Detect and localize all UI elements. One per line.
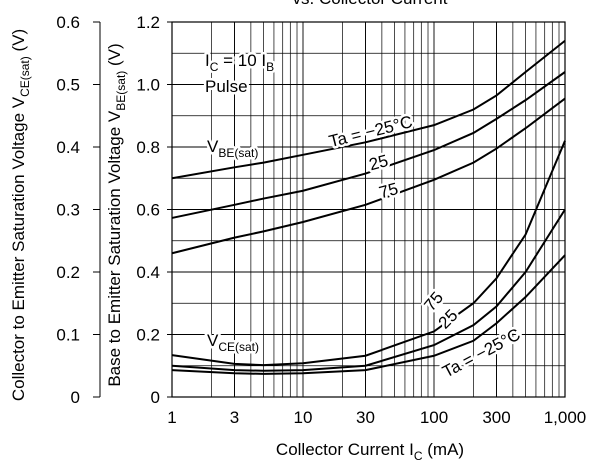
y2-tick-label: 0.4 <box>136 263 160 282</box>
y2-tick-label: 1.0 <box>136 76 160 95</box>
y-tick-label: 0.4 <box>56 138 80 157</box>
y2-tick-label: 0.2 <box>136 326 160 345</box>
annotation-part: V <box>207 137 219 156</box>
y-axis-label-part: CE(sat) <box>18 56 32 97</box>
annotation-part: CE(sat) <box>218 340 259 354</box>
annotation-part: V <box>207 331 219 350</box>
y2-axis-label-part: Base to Emitter Saturation Voltage V <box>105 110 124 387</box>
x-tick-label: 100 <box>420 408 448 427</box>
x-tick-label: 30 <box>356 408 375 427</box>
curve-label: Ta = −25°C <box>327 112 414 151</box>
curve <box>171 140 566 367</box>
curve <box>171 208 566 372</box>
y-tick-label: 0.3 <box>56 201 80 220</box>
y-tick-label: 0.5 <box>56 76 80 95</box>
x-tick-label: 1 <box>167 408 176 427</box>
annotation: VCE(sat) <box>207 331 259 354</box>
x-tick-label: 300 <box>482 408 510 427</box>
curve <box>171 39 566 180</box>
curve <box>171 254 566 375</box>
y2-tick-label: 1.2 <box>136 13 160 32</box>
x-axis-label: Collector Current IC (mA) <box>276 440 464 463</box>
x-tick-label: 1,000 <box>544 408 587 427</box>
y2-axis-label: Base to Emitter Saturation Voltage VBE(s… <box>105 43 128 386</box>
curve-label: Ta = −25°C <box>439 325 523 382</box>
x-axis-label-part: (mA) <box>423 440 465 459</box>
y2-tick-label: 0.6 <box>136 201 160 220</box>
x-tick-label: 3 <box>230 408 239 427</box>
y-tick-label: 0.6 <box>56 13 80 32</box>
curve-label: 25 <box>367 151 390 174</box>
annotation: IC = 10 IB <box>205 51 274 74</box>
annotation-part: C <box>210 60 219 74</box>
y-tick-label: 0 <box>71 388 80 407</box>
y2-tick-label: 0 <box>151 388 160 407</box>
x-axis-label-part: Collector Current I <box>276 440 414 459</box>
annotation-part: BE(sat) <box>218 146 258 160</box>
annotation: VBE(sat) <box>207 137 258 160</box>
annotation-part: Pulse <box>205 77 248 96</box>
y2-axis-label-part: (V) <box>105 43 124 70</box>
y2-axis-label-part: BE(sat) <box>114 71 128 111</box>
curve <box>171 71 566 219</box>
x-tick-label: 10 <box>294 408 313 427</box>
curve-label: 75 <box>377 179 400 202</box>
x-axis-label-part: C <box>414 449 423 463</box>
y-axis-label-part: Collector to Emitter Saturation Voltage … <box>9 96 28 401</box>
annotation-part: I <box>205 51 210 70</box>
annotation-part: B <box>266 60 274 74</box>
y-tick-label: 0.1 <box>56 326 80 345</box>
chart-title: vs. Collector Current <box>293 0 448 8</box>
y-tick-label: 0.2 <box>56 263 80 282</box>
curve <box>171 97 566 255</box>
y2-tick-label: 0.8 <box>136 138 160 157</box>
annotation-part: = 10 I <box>218 51 266 70</box>
annotation: Pulse <box>205 77 248 96</box>
y-axis-label: Collector to Emitter Saturation Voltage … <box>9 29 32 401</box>
y-axis-label-part: (V) <box>9 29 28 56</box>
